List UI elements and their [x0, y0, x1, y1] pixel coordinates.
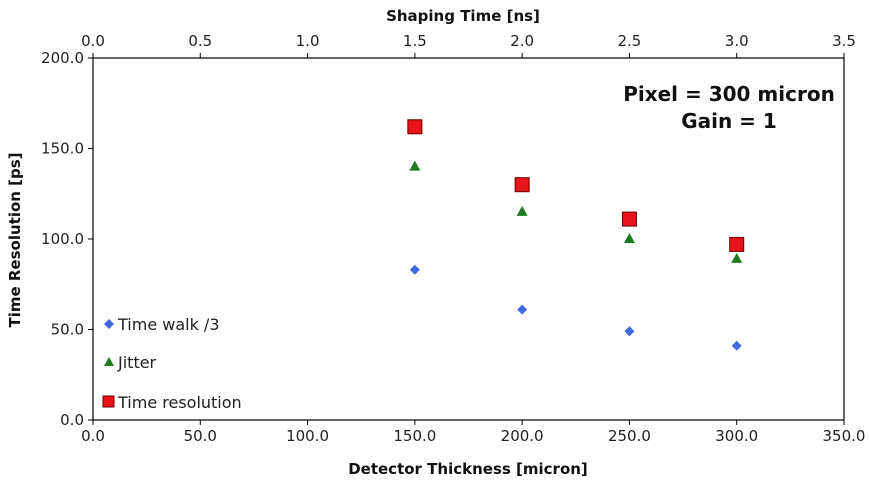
- time-resolution-point: [729, 236, 745, 252]
- x-tick-label: 300.0: [715, 427, 758, 445]
- top-x-tick-label: 0.0: [81, 32, 105, 50]
- legend-item-time-walk: Time walk /3: [104, 315, 220, 334]
- marks-layer: 0.0 50.0 100.0 150.0 200.0 250.0 300.0 350.0 0.0…: [41, 32, 865, 445]
- top-x-tick-label: 3.5: [832, 32, 856, 50]
- time-walk-point: [731, 340, 742, 351]
- y-axis-title: Time Resolution [ps]: [6, 152, 24, 327]
- time-resolution-point: [514, 177, 530, 193]
- top-x-tick-label: 2.5: [617, 32, 641, 50]
- top-x-tick-label: 3.0: [725, 32, 749, 50]
- jitter-point: [623, 233, 635, 243]
- annotation-gain: Gain = 1: [681, 109, 777, 133]
- y-tick-label: 150.0: [41, 140, 84, 158]
- plot-area: [92, 57, 845, 421]
- x-tick-label: 250.0: [608, 427, 651, 445]
- legend: Time walk /3 Jitter Time resolution: [102, 315, 242, 412]
- legend-item-jitter: Jitter: [104, 353, 157, 372]
- y-tick-label: 50.0: [51, 321, 84, 339]
- y-tick-label: 200.0: [41, 49, 84, 67]
- y-tick-label: 100.0: [41, 230, 84, 248]
- time-resolution-point: [621, 211, 637, 227]
- jitter-point: [516, 205, 528, 216]
- x-tick-label: 200.0: [501, 427, 544, 445]
- legend-marker-triangle: [104, 357, 114, 366]
- legend-item-time-resolution: Time resolution: [102, 393, 242, 412]
- legend-marker-diamond: [104, 319, 114, 329]
- top-x-tick-label: 2.0: [510, 32, 534, 50]
- legend-label-time-resolution: Time resolution: [117, 393, 242, 412]
- x-tick-label: 0.0: [81, 427, 105, 445]
- top-x-axis-title: Shaping Time [ns]: [386, 7, 540, 25]
- x-tick-label: 50.0: [184, 427, 217, 445]
- x-tick-label: 100.0: [286, 427, 329, 445]
- annotation-pixel: Pixel = 300 micron: [623, 82, 835, 106]
- time-walk-point: [517, 304, 528, 315]
- y-tick-label: 0.0: [60, 411, 84, 429]
- time-walk-point: [409, 264, 420, 275]
- time-walk-point: [624, 326, 635, 337]
- top-x-tick-label: 1.5: [403, 32, 427, 50]
- legend-label-jitter: Jitter: [117, 353, 157, 372]
- x-tick-label: 150.0: [393, 427, 436, 445]
- jitter-point: [731, 252, 743, 263]
- x-tick-label: 350.0: [823, 427, 866, 445]
- legend-label-time-walk: Time walk /3: [117, 315, 220, 334]
- x-axis-title: Detector Thickness [micron]: [348, 460, 588, 478]
- top-x-tick-label: 0.5: [188, 32, 212, 50]
- legend-marker-square: [102, 395, 115, 408]
- time-resolution-point: [407, 119, 423, 135]
- jitter-point: [409, 160, 421, 171]
- top-x-tick-label: 1.0: [296, 32, 320, 50]
